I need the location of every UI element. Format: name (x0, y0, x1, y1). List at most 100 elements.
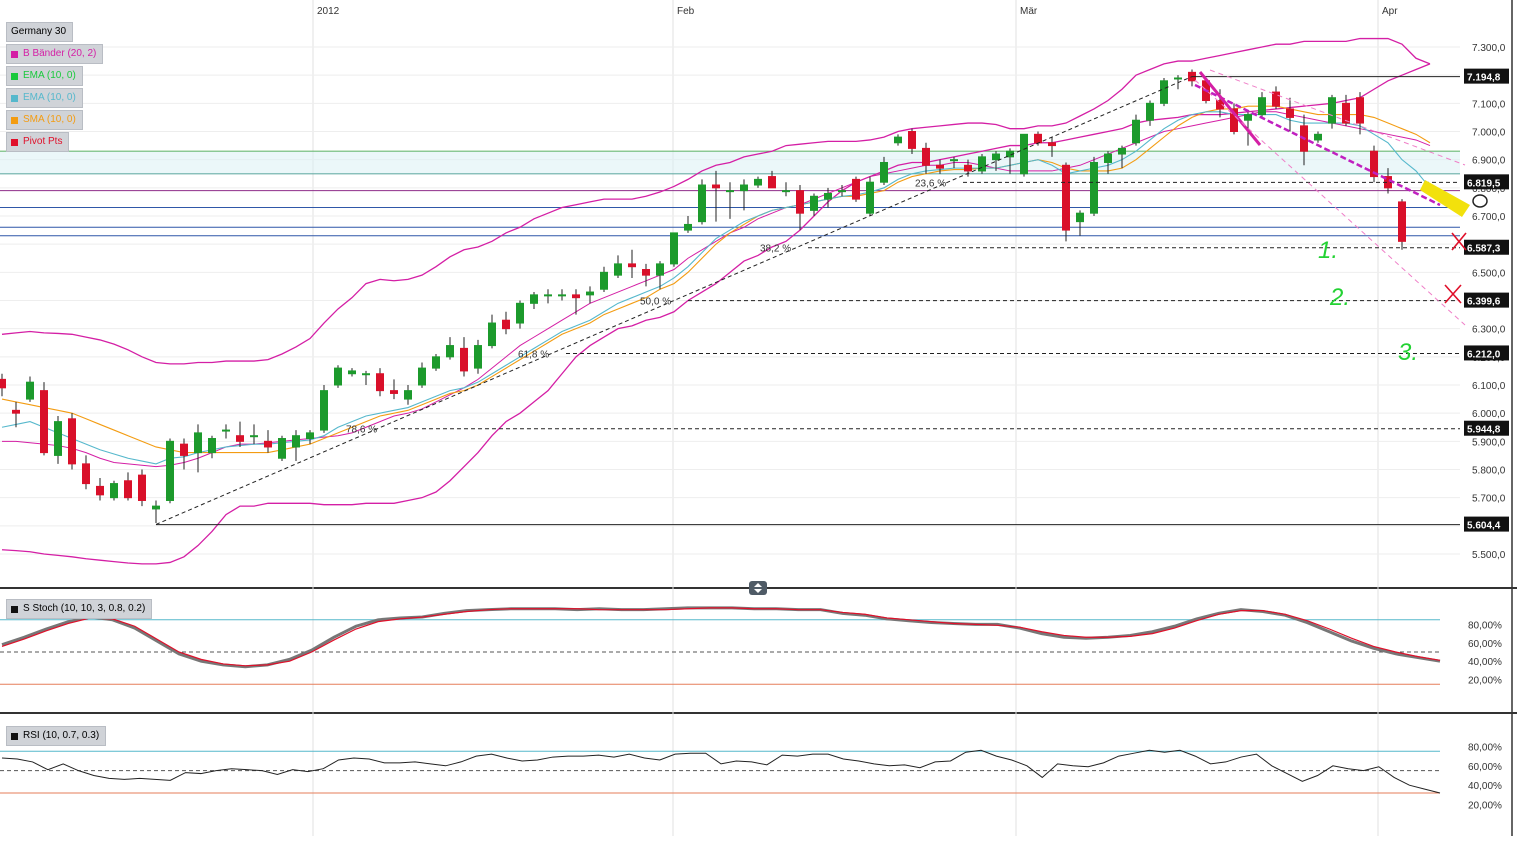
candle-body (124, 480, 132, 499)
candle-body (446, 345, 454, 358)
rsi-axis-label: 80,00% (1468, 742, 1502, 753)
price-axis-label: 6.900,0 (1472, 156, 1506, 167)
legend-sma[interactable]: SMA (10, 0) (6, 110, 83, 130)
candle-body (824, 192, 832, 200)
rsi-axis-label: 40,00% (1468, 781, 1502, 792)
candle-body (488, 322, 496, 347)
instrument-title-text: Germany 30 (11, 26, 67, 37)
candle-body (502, 319, 510, 330)
legend-bollinger[interactable]: B Bänder (20, 2) (6, 44, 104, 64)
legend-ema-blue[interactable]: EMA (10, 0) (6, 88, 83, 108)
ema-blue-swatch-icon (11, 94, 18, 102)
candle-body (334, 367, 342, 386)
price-axis-label: 6.500,0 (1472, 268, 1506, 279)
stoch-axis-label: 20,00% (1468, 676, 1502, 687)
price-marker-box (1464, 420, 1509, 436)
price-axis-label: 7.100,0 (1472, 99, 1506, 110)
target-annotation: 2. (1329, 284, 1350, 311)
candle-body (1090, 161, 1098, 214)
price-marker-box (1464, 239, 1509, 255)
candle-body (110, 483, 118, 499)
target-annotation: 3. (1398, 339, 1418, 366)
highlight-marker (1420, 180, 1470, 217)
stoch-axis-label: 40,00% (1468, 657, 1502, 668)
x-axis-label: Apr (1382, 6, 1398, 17)
price-marker-label: 6.819,5 (1467, 178, 1501, 189)
candle-body (600, 271, 608, 290)
candle-body (306, 432, 314, 440)
candle-body (936, 164, 944, 169)
price-axis-label: 6.700,0 (1472, 212, 1506, 223)
candle-body (418, 367, 426, 386)
candle-body (1244, 114, 1252, 121)
candle-body (894, 136, 902, 144)
candle-body (236, 435, 244, 442)
legend-pivot[interactable]: Pivot Pts (6, 132, 70, 152)
candle-body (572, 294, 580, 299)
rsi-panel-label-text: RSI (10, 0.7, 0.3) (23, 730, 100, 741)
candle-body (292, 435, 300, 448)
candle-body (880, 161, 888, 183)
candle-body (1272, 91, 1280, 107)
candle-body (922, 147, 930, 166)
candle-body (166, 440, 174, 501)
instrument-title[interactable]: Germany 30 (6, 22, 74, 42)
candle-body (26, 381, 34, 400)
downtrend-line (1194, 83, 1441, 207)
price-marker-label: 6.587,3 (1467, 244, 1501, 255)
candle-body (726, 190, 734, 193)
candle-body (208, 438, 216, 454)
candle-body (82, 463, 90, 485)
candle-body (642, 269, 650, 276)
candle-body (1356, 97, 1364, 124)
price-axis-label: 6.100,0 (1472, 381, 1506, 392)
candle-body (1342, 102, 1350, 124)
candle-body (838, 190, 846, 193)
candle-body (432, 356, 440, 369)
candle-body (740, 184, 748, 192)
price-axis-label: 5.500,0 (1472, 550, 1506, 561)
bollinger-upper-line (1, 37, 1431, 365)
sma-line (1, 105, 1431, 454)
candle-body (1020, 133, 1028, 175)
x-mark-icon (1451, 232, 1467, 251)
bollinger-swatch-icon (11, 50, 18, 58)
candle-body (950, 159, 958, 162)
price-axis-label: 6.300,0 (1472, 325, 1506, 336)
candle-body (0, 378, 6, 389)
candle-body (1328, 97, 1336, 124)
candle-body (1398, 201, 1406, 242)
candle-body (250, 435, 258, 438)
legend-ema-green[interactable]: EMA (10, 0) (6, 66, 83, 86)
candle-body (1160, 80, 1168, 104)
pivot-swatch-icon (11, 138, 18, 146)
candle-body (1076, 212, 1084, 223)
fibonacci-label: 50,0 % (640, 297, 671, 308)
candle-body (810, 195, 818, 211)
candle-body (68, 418, 76, 465)
candle-body (1286, 108, 1294, 118)
x-axis-label: Feb (677, 6, 695, 17)
rsi-swatch-icon (11, 732, 18, 740)
rsi-axis-label: 60,00% (1468, 762, 1502, 773)
target-annotation: 1. (1318, 237, 1338, 264)
price-axis-label: 5.900,0 (1472, 437, 1506, 448)
stoch-panel-label[interactable]: S Stoch (10, 10, 3, 0.8, 0.2) (6, 599, 153, 619)
candle-body (278, 438, 286, 459)
candle-body (12, 409, 20, 414)
candle-body (138, 474, 146, 501)
legend-ema-blue-label: EMA (10, 0) (23, 92, 76, 103)
candle-body (656, 263, 664, 276)
rsi-panel-label[interactable]: RSI (10, 0.7, 0.3) (6, 726, 107, 746)
legend-sma-label: SMA (10, 0) (23, 114, 76, 125)
candle-body (558, 294, 566, 297)
price-marker-box (1464, 68, 1509, 84)
stoch-axis-label: 60,00% (1468, 639, 1502, 650)
candle-body (544, 294, 552, 297)
candle-body (54, 421, 62, 456)
panel-resize-handle[interactable] (749, 581, 767, 595)
legend-bollinger-label: B Bänder (20, 2) (23, 48, 97, 59)
candle-body (1062, 164, 1070, 231)
